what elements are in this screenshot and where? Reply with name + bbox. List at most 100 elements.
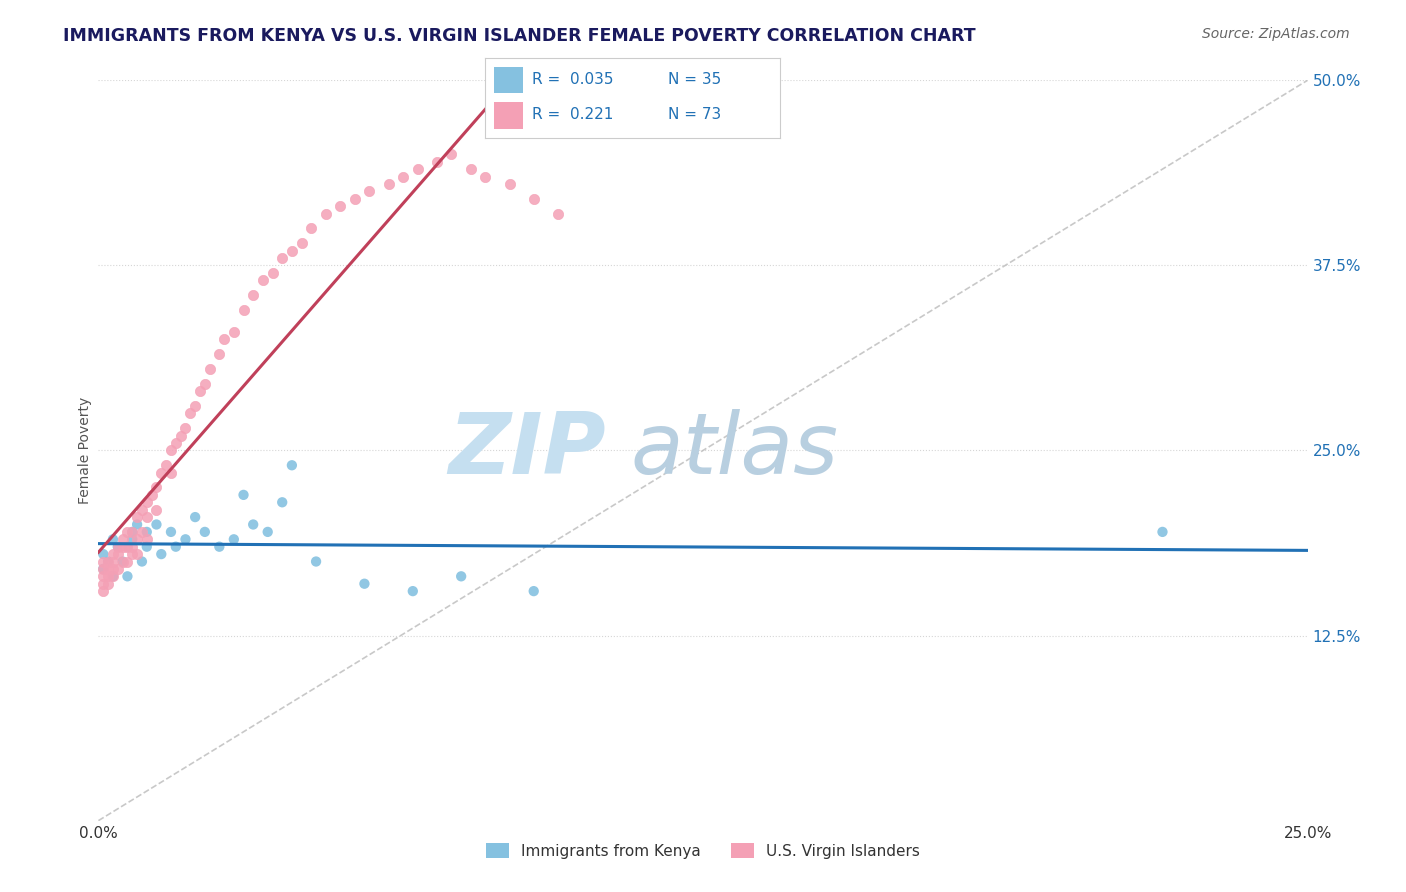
Point — [222, 325, 245, 339]
Point — [169, 428, 191, 442]
Point — [117, 569, 139, 583]
Point — [135, 495, 157, 509]
Point — [91, 562, 114, 576]
Point — [101, 569, 124, 583]
Point — [194, 376, 217, 391]
Point — [127, 547, 149, 561]
Point — [111, 555, 134, 569]
Y-axis label: Female Poverty: Female Poverty — [79, 397, 93, 504]
Point — [107, 547, 129, 561]
Point — [174, 533, 197, 547]
Point — [547, 206, 569, 220]
Point — [145, 480, 167, 494]
Point — [111, 533, 134, 547]
Point — [165, 436, 187, 450]
Point — [121, 524, 143, 539]
Legend: Immigrants from Kenya, U.S. Virgin Islanders: Immigrants from Kenya, U.S. Virgin Islan… — [479, 837, 927, 865]
Point — [111, 540, 134, 554]
Point — [91, 555, 114, 569]
FancyBboxPatch shape — [494, 103, 523, 128]
Point — [222, 533, 245, 547]
Point — [184, 399, 207, 413]
Point — [155, 458, 177, 473]
Point — [256, 524, 278, 539]
Point — [523, 192, 546, 206]
Point — [97, 576, 120, 591]
Point — [402, 584, 425, 599]
Point — [131, 524, 153, 539]
Point — [194, 524, 217, 539]
Point — [117, 540, 139, 554]
Point — [101, 555, 124, 569]
Point — [165, 540, 187, 554]
Point — [160, 466, 183, 480]
Point — [101, 569, 124, 583]
Point — [392, 169, 415, 184]
Point — [271, 251, 294, 265]
Point — [426, 154, 449, 169]
Point — [353, 576, 375, 591]
Point — [498, 177, 520, 191]
Text: IMMIGRANTS FROM KENYA VS U.S. VIRGIN ISLANDER FEMALE POVERTY CORRELATION CHART: IMMIGRANTS FROM KENYA VS U.S. VIRGIN ISL… — [63, 27, 976, 45]
Point — [184, 510, 207, 524]
Point — [91, 576, 114, 591]
Point — [305, 555, 328, 569]
Text: R =  0.035: R = 0.035 — [533, 72, 614, 87]
Point — [131, 555, 153, 569]
Point — [150, 466, 173, 480]
Point — [101, 533, 124, 547]
Point — [121, 524, 143, 539]
Point — [208, 347, 231, 361]
Point — [101, 562, 124, 576]
Point — [135, 510, 157, 524]
Point — [160, 524, 183, 539]
Point — [242, 517, 264, 532]
Point — [299, 221, 322, 235]
Point — [97, 569, 120, 583]
Point — [145, 502, 167, 516]
Point — [135, 524, 157, 539]
Point — [198, 362, 221, 376]
Point — [121, 547, 143, 561]
Point — [406, 162, 429, 177]
Point — [127, 517, 149, 532]
Point — [329, 199, 352, 213]
Point — [107, 540, 129, 554]
Point — [131, 502, 153, 516]
Text: R =  0.221: R = 0.221 — [533, 107, 613, 122]
Point — [281, 458, 304, 473]
Point — [523, 584, 546, 599]
FancyBboxPatch shape — [494, 67, 523, 94]
Point — [377, 177, 399, 191]
Point — [135, 533, 157, 547]
Point — [188, 384, 211, 399]
Point — [440, 147, 463, 161]
Text: N = 35: N = 35 — [668, 72, 721, 87]
Point — [252, 273, 274, 287]
Point — [271, 495, 294, 509]
Point — [145, 517, 167, 532]
Point — [179, 407, 201, 421]
Point — [232, 488, 254, 502]
Point — [135, 540, 157, 554]
Point — [281, 244, 304, 258]
Point — [232, 302, 254, 317]
Point — [97, 562, 120, 576]
Point — [117, 540, 139, 554]
Point — [343, 192, 366, 206]
Point — [97, 555, 120, 569]
Point — [91, 562, 114, 576]
Text: Source: ZipAtlas.com: Source: ZipAtlas.com — [1202, 27, 1350, 41]
Text: ZIP: ZIP — [449, 409, 606, 492]
Point — [127, 510, 149, 524]
Point — [141, 488, 163, 502]
Point — [101, 547, 124, 561]
Point — [290, 236, 312, 251]
Point — [150, 547, 173, 561]
Point — [127, 533, 149, 547]
Text: atlas: atlas — [630, 409, 838, 492]
Point — [208, 540, 231, 554]
Point — [212, 332, 235, 346]
Point — [121, 540, 143, 554]
Point — [97, 555, 120, 569]
